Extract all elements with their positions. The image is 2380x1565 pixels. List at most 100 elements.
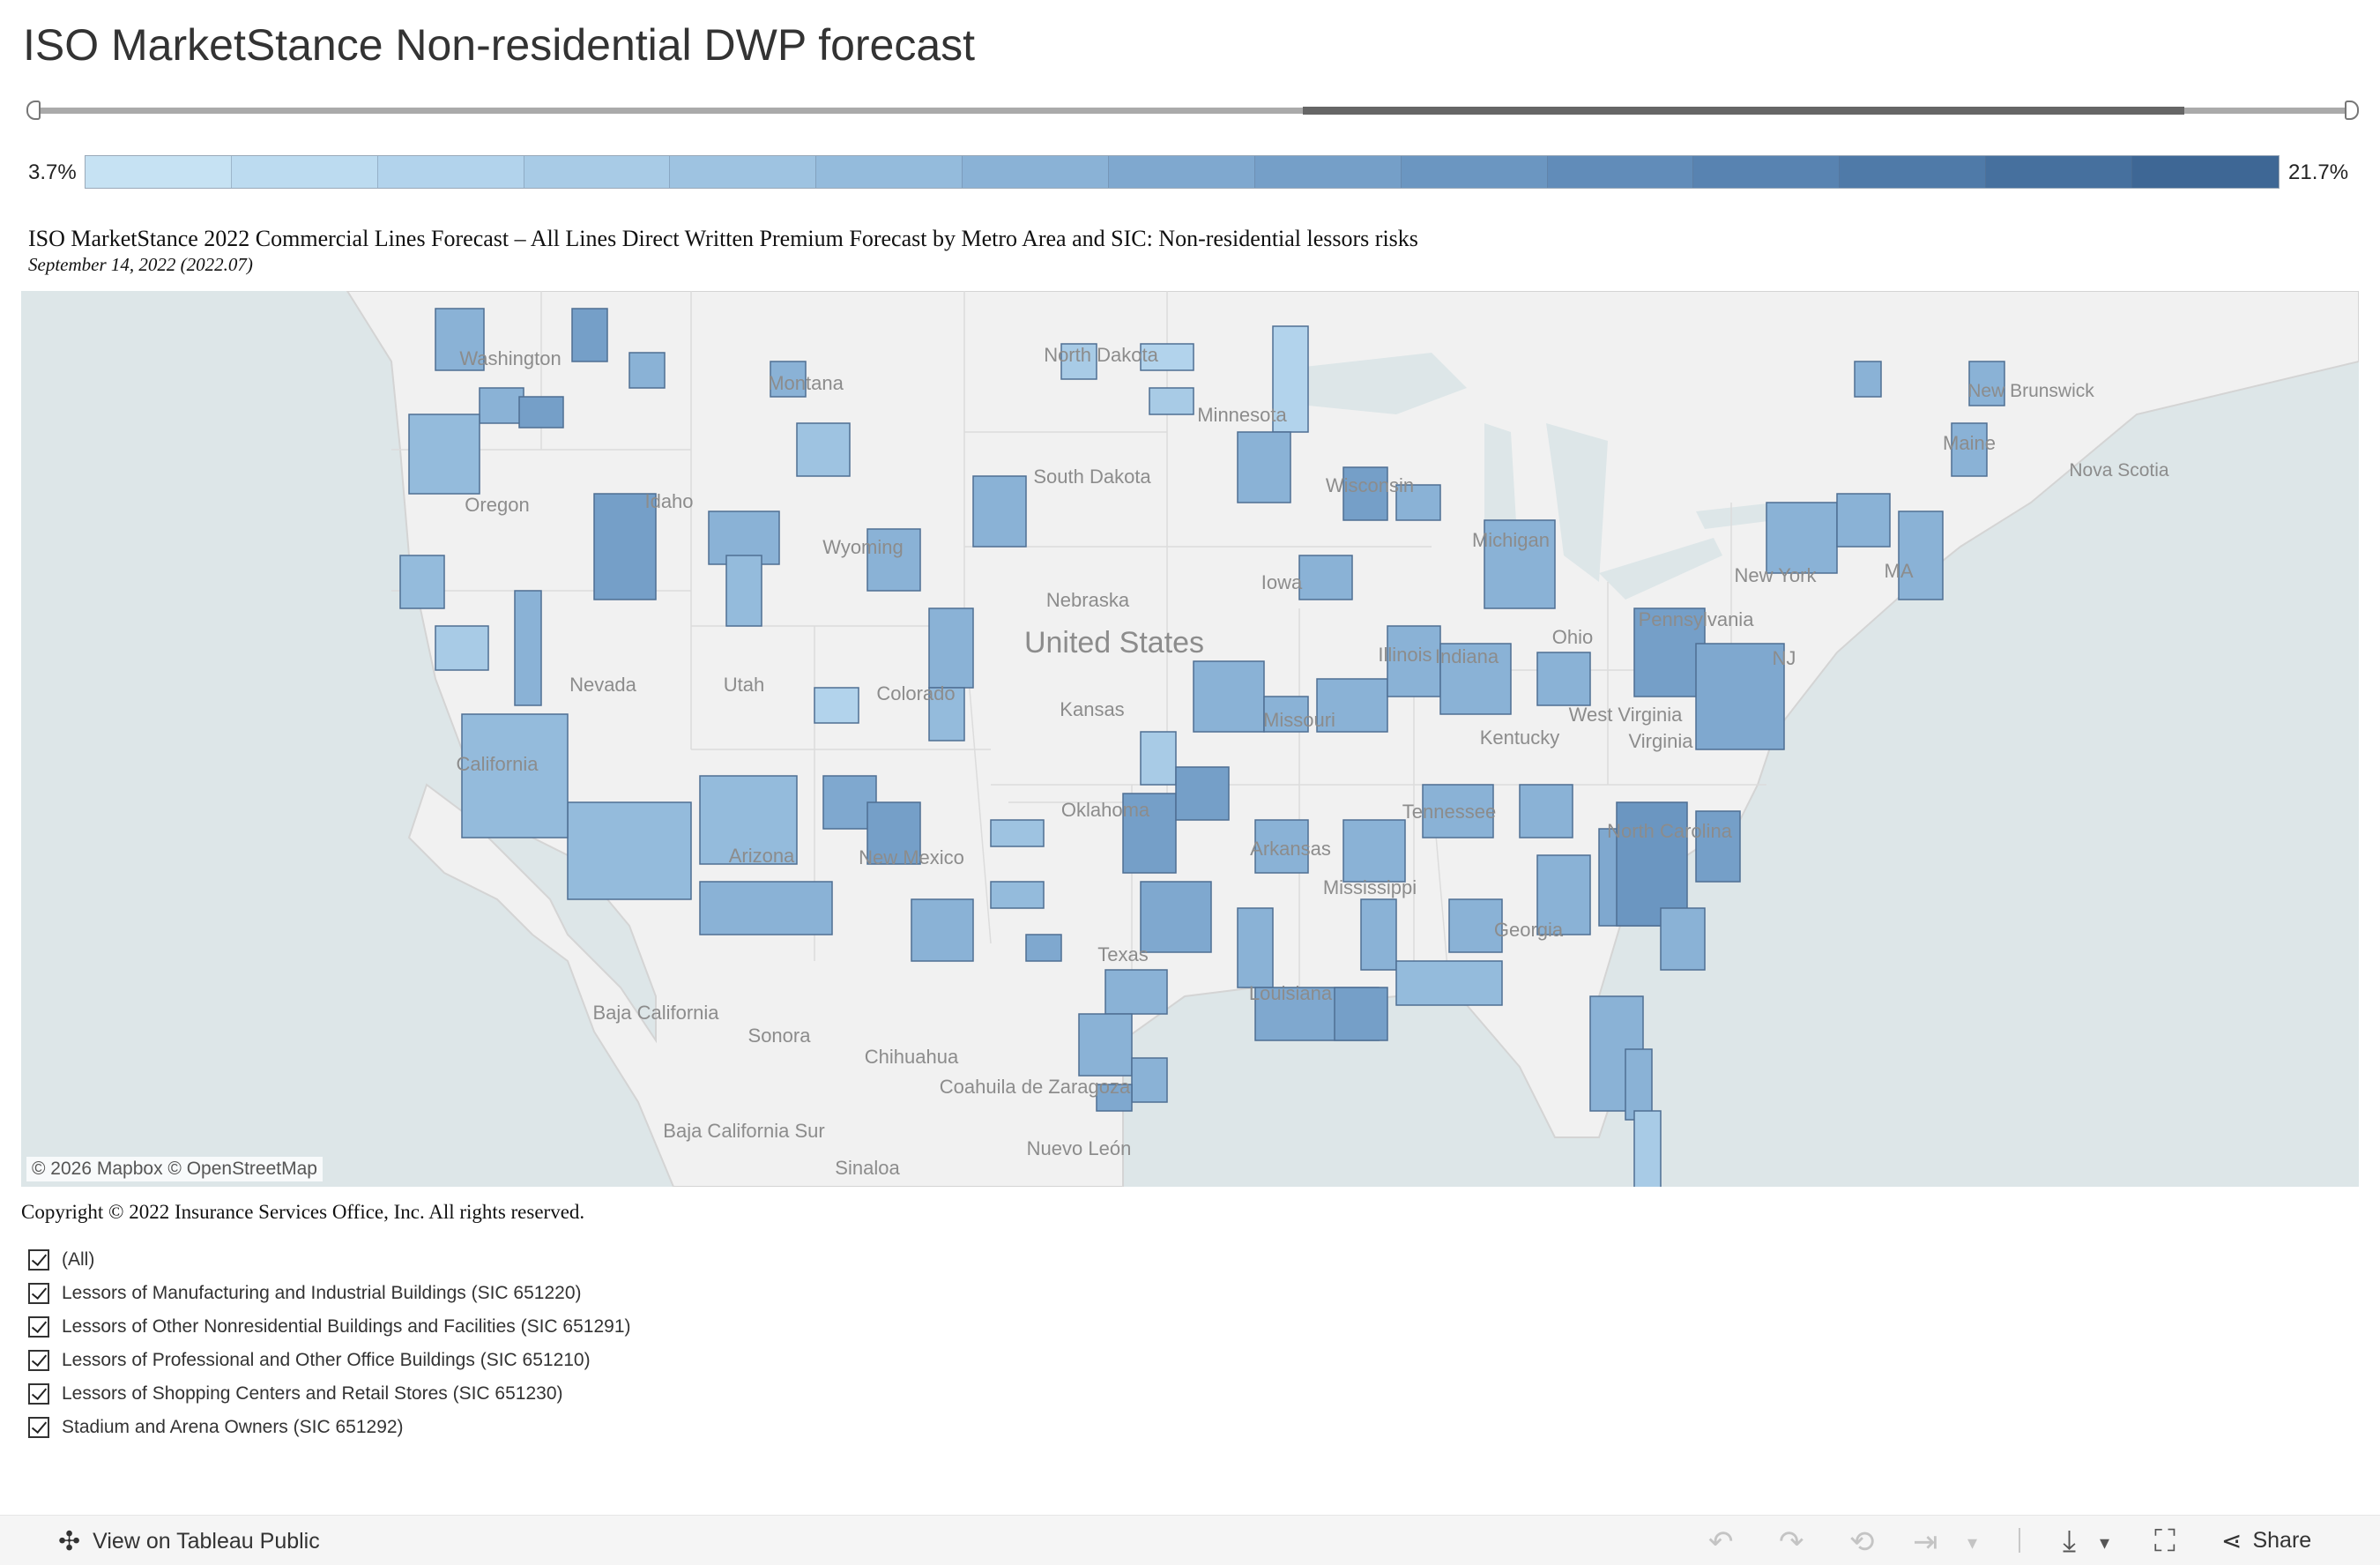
checkbox-icon[interactable] — [28, 1417, 49, 1438]
map-label: Baja California — [592, 1002, 719, 1024]
map-label: North Dakota — [1044, 344, 1158, 366]
map-label: Wyoming — [822, 536, 904, 558]
map-label: MA — [1885, 560, 1914, 582]
map-label: Colorado — [876, 682, 955, 704]
legend-swatch — [524, 156, 671, 188]
filter-label: Stadium and Arena Owners (SIC 651292) — [62, 1417, 404, 1437]
map-label: Arkansas — [1250, 838, 1331, 860]
download-dropdown-icon[interactable]: ▾ — [2100, 1531, 2110, 1554]
metro-regions[interactable] — [399, 308, 2005, 1187]
lake-erie — [1599, 538, 1722, 600]
map-label: Kentucky — [1480, 727, 1560, 749]
filter-label: (All) — [62, 1249, 95, 1270]
view-on-tableau-public-link[interactable]: ✣ View on Tableau Public — [58, 1526, 320, 1557]
checkbox-icon[interactable] — [28, 1283, 49, 1304]
map-label: Nova Scotia — [2069, 460, 2169, 481]
map-label: Mississippi — [1323, 876, 1417, 898]
legend-swatch — [377, 156, 524, 188]
map-label: Washington — [459, 347, 561, 369]
range-slider[interactable] — [26, 101, 2359, 120]
refresh-icon[interactable]: ⇥ — [1913, 1525, 1938, 1559]
filter-sic-651230[interactable]: Lessors of Shopping Centers and Retail S… — [28, 1377, 631, 1411]
map-label: South Dakota — [1033, 466, 1151, 488]
share-label: Share — [2252, 1528, 2312, 1553]
map-label: Sinaloa — [835, 1157, 900, 1179]
legend-swatch — [963, 156, 1110, 188]
map-label: United States — [1024, 626, 1204, 660]
legend-swatch — [1547, 156, 1694, 188]
tableau-toolbar: ✣ View on Tableau Public ↶ ↷ ⟲ ⇥ ▾ ⤓ ▾ ⛶… — [0, 1515, 2380, 1565]
map-label: Maine — [1943, 432, 1996, 454]
map-label: Arizona — [729, 845, 795, 867]
sic-filter-list: (All) Lessors of Manufacturing and Indus… — [28, 1243, 631, 1444]
map-label: Tennessee — [1402, 801, 1496, 823]
filter-sic-651210[interactable]: Lessors of Professional and Other Office… — [28, 1344, 631, 1377]
map-canvas[interactable]: Washington Montana North Dakota Minnesota Or… — [21, 291, 2359, 1187]
filter-sic-651292[interactable]: Stadium and Arena Owners (SIC 651292) — [28, 1411, 631, 1444]
color-legend — [85, 155, 2280, 189]
lake-huron — [1546, 423, 1608, 582]
checkbox-icon[interactable] — [28, 1350, 49, 1371]
map-label: Nebraska — [1046, 589, 1130, 611]
fullscreen-icon[interactable]: ⛶ — [2154, 1524, 2175, 1558]
map-label: NJ — [1773, 647, 1796, 669]
legend-swatch — [1986, 156, 2133, 188]
checkbox-icon[interactable] — [28, 1249, 49, 1271]
checkbox-icon[interactable] — [28, 1383, 49, 1405]
map-label: North Carolina — [1607, 820, 1733, 842]
map-label: Iowa — [1261, 571, 1303, 593]
slider-left-handle[interactable] — [26, 101, 41, 120]
map-label: Kansas — [1060, 698, 1124, 720]
choropleth-map[interactable]: Washington Montana North Dakota Minnesota Or… — [21, 291, 2359, 1187]
share-button[interactable]: ⋖ Share — [2221, 1526, 2311, 1555]
filter-label: Lessors of Professional and Other Office… — [62, 1350, 591, 1370]
filter-sic-651220[interactable]: Lessors of Manufacturing and Industrial … — [28, 1277, 631, 1310]
checkbox-icon[interactable] — [28, 1316, 49, 1338]
map-attribution[interactable]: © 2026 Mapbox © OpenStreetMap — [26, 1157, 323, 1181]
legend-max-label: 21.7% — [2288, 160, 2349, 184]
undo-icon[interactable]: ↶ — [1708, 1525, 1734, 1559]
page-title: ISO MarketStance Non-residential DWP for… — [23, 20, 976, 70]
map-label: Minnesota — [1197, 404, 1287, 426]
tableau-logo-icon: ✣ — [58, 1527, 81, 1556]
great-lakes — [1273, 353, 1467, 414]
map-date: September 14, 2022 (2022.07) — [28, 254, 253, 275]
map-label: Missouri — [1263, 709, 1335, 731]
map-subtitle: ISO MarketStance 2022 Commercial Lines F… — [28, 226, 1418, 251]
map-label: Oregon — [465, 494, 529, 516]
legend-swatch — [670, 156, 817, 188]
legend-swatch — [1693, 156, 1841, 188]
refresh-dropdown-icon[interactable]: ▾ — [1967, 1531, 1978, 1554]
map-label: Louisiana — [1249, 982, 1333, 1004]
slider-track[interactable] — [39, 108, 2347, 114]
map-label: Texas — [1097, 943, 1148, 965]
legend-swatch — [2132, 156, 2279, 188]
redo-icon[interactable]: ↷ — [1779, 1525, 1804, 1559]
map-label: Idaho — [644, 490, 693, 512]
legend-swatch — [816, 156, 963, 188]
slider-right-handle[interactable] — [2345, 101, 2359, 120]
view-on-tableau-label: View on Tableau Public — [93, 1529, 320, 1554]
filter-all[interactable]: (All) — [28, 1243, 631, 1277]
map-label: Nevada — [569, 674, 637, 696]
map-label: Montana — [768, 372, 844, 394]
legend-swatch — [86, 156, 232, 188]
legend-swatch — [1401, 156, 1548, 188]
copyright-notice: Copyright © 2022 Insurance Services Offi… — [21, 1201, 585, 1223]
map-label: West Virginia — [1569, 704, 1684, 726]
download-icon[interactable]: ⤓ — [2063, 1524, 2077, 1558]
map-label: Nuevo León — [1027, 1137, 1132, 1159]
legend-swatch — [1254, 156, 1402, 188]
filter-sic-651291[interactable]: Lessors of Other Nonresidential Building… — [28, 1310, 631, 1344]
map-label: Illinois — [1378, 644, 1432, 666]
share-icon: ⋖ — [2221, 1527, 2242, 1554]
legend-swatch — [1840, 156, 1987, 188]
filter-label: Lessors of Other Nonresidential Building… — [62, 1316, 631, 1337]
legend-min-label: 3.7% — [28, 160, 77, 184]
slider-selected-range[interactable] — [1303, 107, 2184, 115]
map-label: Pennsylvania — [1639, 608, 1755, 630]
map-label: Utah — [724, 674, 764, 696]
legend-swatch — [231, 156, 378, 188]
lake-ontario — [1696, 503, 1775, 529]
revert-icon[interactable]: ⟲ — [1849, 1525, 1875, 1559]
